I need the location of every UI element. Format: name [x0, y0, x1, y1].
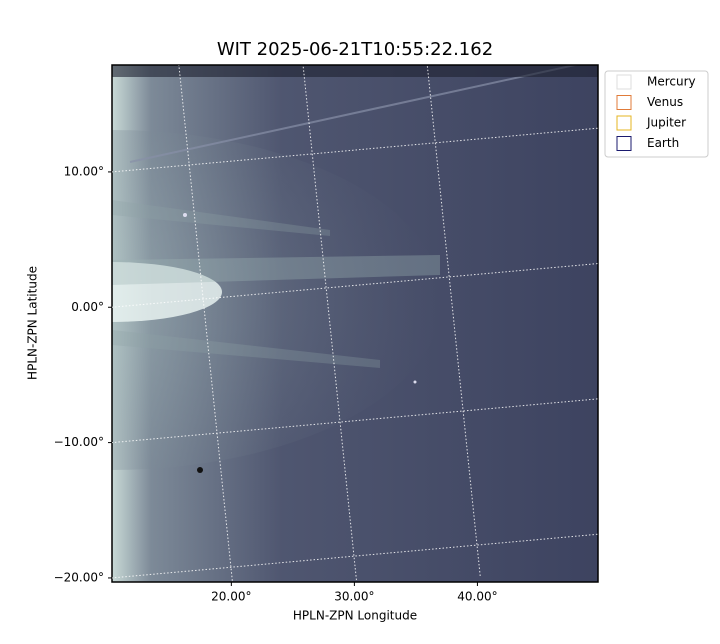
chart-title: WIT 2025-06-21T10:55:22.162: [217, 39, 493, 60]
grid-line: [112, 263, 598, 308]
legend-label: Venus: [647, 95, 683, 109]
grid-line: [112, 398, 598, 444]
x-axis-label: HPLN-ZPN Longitude: [293, 609, 417, 623]
y-tick-label: 0.00°: [71, 300, 104, 314]
grid: [112, 65, 598, 582]
y-tick-label: −10.00°: [54, 435, 104, 449]
legend-swatch: [616, 95, 632, 110]
legend-label: Mercury: [647, 75, 696, 89]
image: [111, 64, 599, 583]
y-tick-label: −20.00°: [54, 570, 104, 584]
x-tick-label: 30.00°: [334, 590, 374, 604]
legend-swatch: [616, 74, 632, 90]
x-tick-label: 20.00°: [211, 590, 251, 604]
legend: [604, 70, 709, 158]
legend-label: Jupiter: [646, 116, 686, 130]
grid-line: [112, 533, 598, 579]
legend-swatch: [616, 136, 632, 151]
grid-line: [178, 65, 233, 582]
grid-line: [302, 65, 358, 582]
y-tick-label: 10.00°: [64, 164, 104, 178]
legend-label: Earth: [647, 136, 679, 150]
grid-line: [426, 65, 481, 576]
y-axis-label: HPLN-ZPN Latitude: [26, 266, 40, 380]
grid-line: [112, 127, 598, 173]
legend-swatch: [616, 115, 632, 131]
x-tick-label: 40.00°: [457, 590, 497, 604]
